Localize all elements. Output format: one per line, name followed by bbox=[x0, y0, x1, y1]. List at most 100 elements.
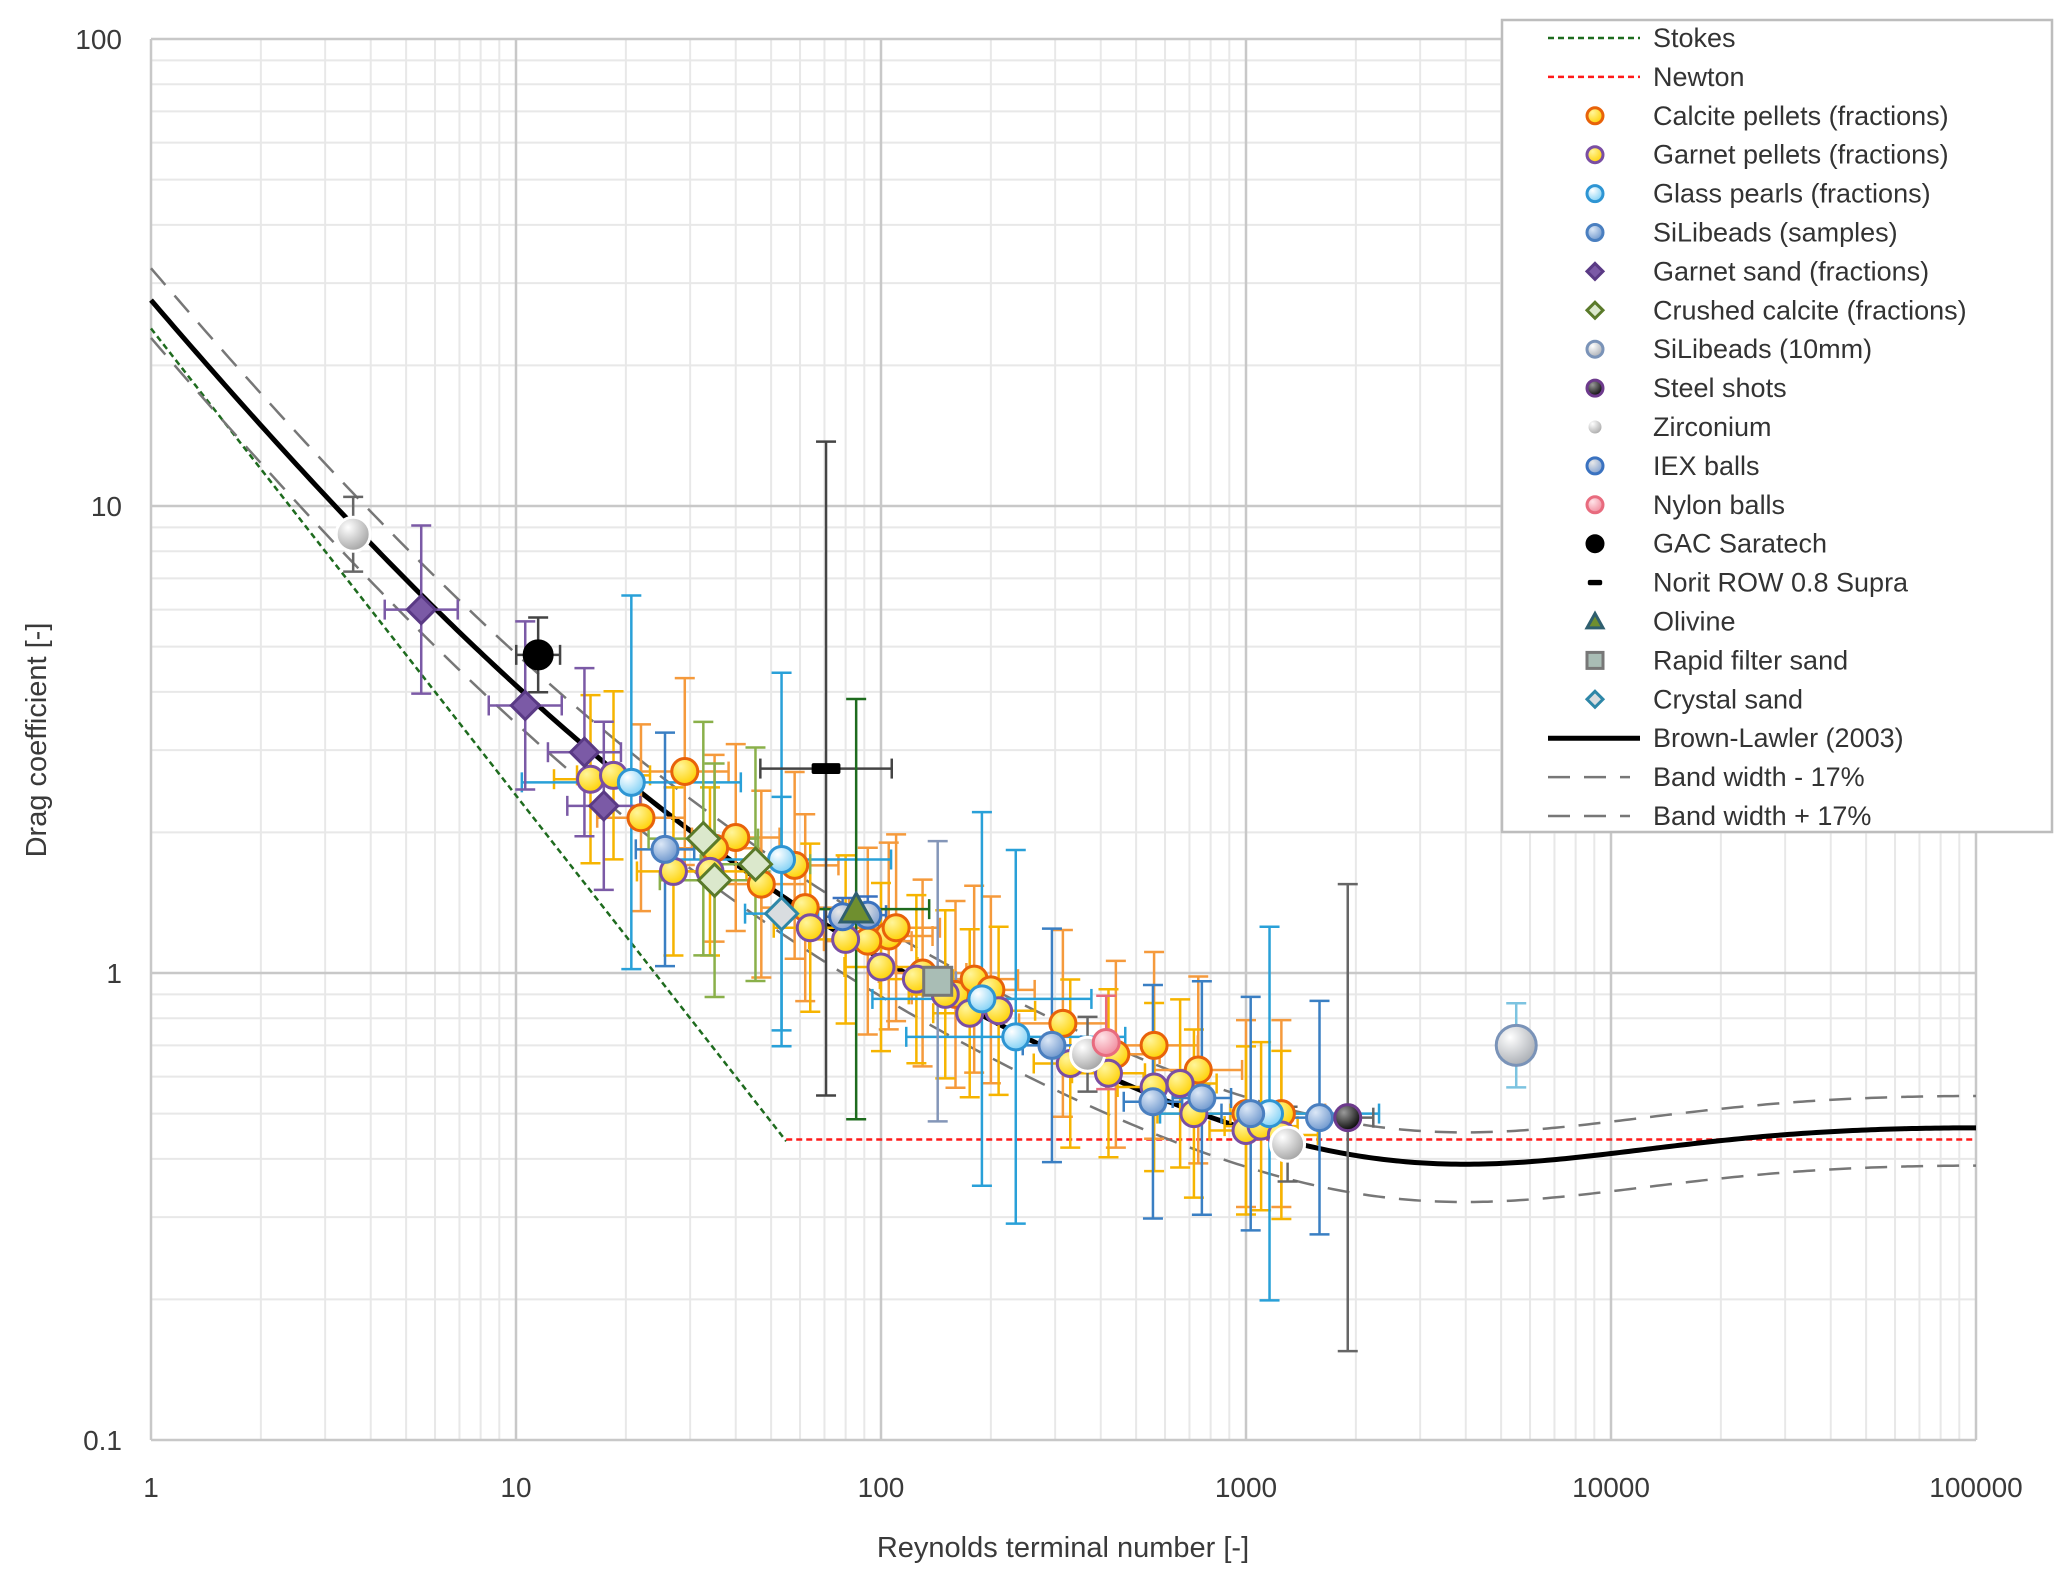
point-silibeads-10mm bbox=[1494, 1023, 1538, 1067]
legend-item-crushed-calcite-fractions: Crushed calcite (fractions) bbox=[1584, 295, 1967, 325]
legend-marker bbox=[1585, 534, 1605, 554]
line-stokes bbox=[150, 327, 788, 1142]
legend-label: Glass pearls (fractions) bbox=[1653, 179, 1931, 209]
legend-marker bbox=[1585, 650, 1605, 670]
legend-marker bbox=[1585, 378, 1605, 398]
point-olivine bbox=[837, 890, 875, 924]
point-crystal-sand bbox=[763, 895, 800, 932]
x-tick-label: 100000 bbox=[1929, 1472, 2022, 1503]
legend-marker bbox=[1585, 145, 1605, 165]
point-garnet-pellets-fractions bbox=[1093, 1058, 1123, 1088]
x-tick-label: 1000 bbox=[1215, 1472, 1277, 1503]
legend-label: Steel shots bbox=[1653, 373, 1787, 403]
legend-label: Crushed calcite (fractions) bbox=[1653, 295, 1967, 325]
point-zirconium bbox=[1269, 1125, 1307, 1163]
data-points bbox=[334, 515, 1538, 1163]
legend-item-steel-shots: Steel shots bbox=[1585, 373, 1787, 403]
point-garnet-sand-fractions bbox=[587, 789, 620, 822]
legend-label: GAC Saratech bbox=[1653, 529, 1827, 559]
legend-label: Stokes bbox=[1653, 23, 1736, 53]
legend-item-silibeads-10mm: SiLibeads (10mm) bbox=[1585, 334, 1872, 364]
point-crushed-calcite-fractions bbox=[737, 846, 774, 883]
legend-item-band-width-17: Band width + 17% bbox=[1548, 801, 1871, 831]
point-silibeads-samples bbox=[1138, 1087, 1168, 1117]
legend-item-iex-balls: IEX balls bbox=[1585, 451, 1760, 481]
legend-marker bbox=[1585, 456, 1605, 476]
point-zirconium bbox=[334, 515, 372, 553]
x-tick-label: 10 bbox=[500, 1472, 531, 1503]
x-tick-label: 10000 bbox=[1572, 1472, 1650, 1503]
legend-marker bbox=[1585, 339, 1605, 359]
legend-item-newton: Newton bbox=[1548, 62, 1745, 92]
point-silibeads-samples bbox=[1305, 1103, 1335, 1133]
x-axis-title: Reynolds terminal number [-] bbox=[877, 1532, 1249, 1564]
legend-item-brown-lawler-2003: Brown-Lawler (2003) bbox=[1548, 723, 1904, 753]
legend-label: Garnet pellets (fractions) bbox=[1653, 140, 1949, 170]
point-crushed-calcite-fractions bbox=[696, 862, 733, 899]
legend-item-norit-row-0-8-supra: Norit ROW 0.8 Supra bbox=[1587, 568, 1909, 598]
x-tick-labels: 1 10 100 1000 10000 100000 bbox=[143, 1472, 2023, 1503]
legend-item-rapid-filter-sand: Rapid filter sand bbox=[1585, 645, 1848, 675]
legend-item-calcite-pellets-fractions: Calcite pellets (fractions) bbox=[1585, 101, 1949, 131]
point-garnet-pellets-fractions bbox=[795, 913, 825, 943]
legend-label: Brown-Lawler (2003) bbox=[1653, 723, 1904, 753]
point-silibeads-samples bbox=[1236, 1099, 1266, 1129]
point-rapid-filter-sand bbox=[922, 965, 954, 997]
point-glass-pearls-fractions bbox=[616, 767, 646, 797]
point-crushed-calcite-fractions bbox=[685, 820, 722, 857]
point-steel-shots bbox=[1333, 1103, 1363, 1133]
legend-marker bbox=[1585, 417, 1605, 437]
legend-item-stokes: Stokes bbox=[1548, 23, 1736, 53]
point-calcite-pellets-fractions bbox=[1139, 1030, 1169, 1060]
legend-label: Calcite pellets (fractions) bbox=[1653, 101, 1949, 131]
y-axis-title: Drag coefficient [-] bbox=[21, 623, 53, 858]
point-silibeads-samples bbox=[1037, 1030, 1067, 1060]
point-silibeads-samples bbox=[650, 834, 680, 864]
point-calcite-pellets-fractions bbox=[881, 913, 911, 943]
y-tick-label: 0.1 bbox=[83, 1425, 122, 1456]
legend-label: Rapid filter sand bbox=[1653, 645, 1848, 675]
grid bbox=[149, 37, 1978, 1442]
legend-label: Nylon balls bbox=[1653, 490, 1785, 520]
point-norit-row-0-8-supra bbox=[811, 763, 841, 774]
legend-marker bbox=[1587, 579, 1603, 586]
point-glass-pearls-fractions bbox=[967, 984, 997, 1014]
y-tick-label: 100 bbox=[75, 24, 122, 55]
legend-label: SiLibeads (10mm) bbox=[1653, 334, 1872, 364]
point-glass-pearls-fractions bbox=[1001, 1022, 1031, 1052]
legend-label: Band width + 17% bbox=[1653, 801, 1871, 831]
legend-label: Band width - 17% bbox=[1653, 762, 1865, 792]
y-tick-labels: 0.1 1 10 100 bbox=[75, 24, 122, 1456]
legend-label: Garnet sand (fractions) bbox=[1653, 256, 1929, 286]
legend-label: IEX balls bbox=[1653, 451, 1760, 481]
legend-item-gac-saratech: GAC Saratech bbox=[1585, 529, 1827, 559]
legend-item-crystal-sand: Crystal sand bbox=[1584, 684, 1803, 714]
legend-label: SiLibeads (samples) bbox=[1653, 218, 1898, 248]
x-tick-label: 100 bbox=[858, 1472, 905, 1503]
legend-item-silibeads-samples: SiLibeads (samples) bbox=[1585, 218, 1898, 248]
legend-item-garnet-sand-fractions: Garnet sand (fractions) bbox=[1584, 256, 1929, 286]
point-glass-pearls-fractions bbox=[767, 845, 797, 875]
point-garnet-sand-fractions bbox=[509, 689, 542, 722]
legend-label: Newton bbox=[1653, 62, 1745, 92]
point-garnet-pellets-fractions bbox=[866, 952, 896, 982]
legend-marker bbox=[1585, 495, 1605, 515]
legend-label: Crystal sand bbox=[1653, 684, 1803, 714]
point-silibeads-samples bbox=[1187, 1083, 1217, 1113]
legend-item-garnet-pellets-fractions: Garnet pellets (fractions) bbox=[1585, 140, 1949, 170]
point-nylon-balls bbox=[1091, 1027, 1121, 1057]
legend-item-olivine: Olivine bbox=[1584, 607, 1736, 637]
legend-item-nylon-balls: Nylon balls bbox=[1585, 490, 1785, 520]
point-calcite-pellets-fractions bbox=[670, 757, 700, 787]
legend-item-glass-pearls-fractions: Glass pearls (fractions) bbox=[1585, 179, 1931, 209]
legend-marker bbox=[1585, 106, 1605, 126]
legend-marker bbox=[1584, 261, 1606, 282]
legend-marker bbox=[1585, 184, 1605, 204]
legend-item-band-width-17: Band width - 17% bbox=[1548, 762, 1865, 792]
legend-item-zirconium: Zirconium bbox=[1585, 412, 1772, 442]
point-garnet-sand-fractions bbox=[568, 736, 601, 769]
legend-marker bbox=[1584, 610, 1606, 630]
legend-label: Zirconium bbox=[1653, 412, 1772, 442]
point-garnet-sand-fractions bbox=[405, 593, 438, 626]
